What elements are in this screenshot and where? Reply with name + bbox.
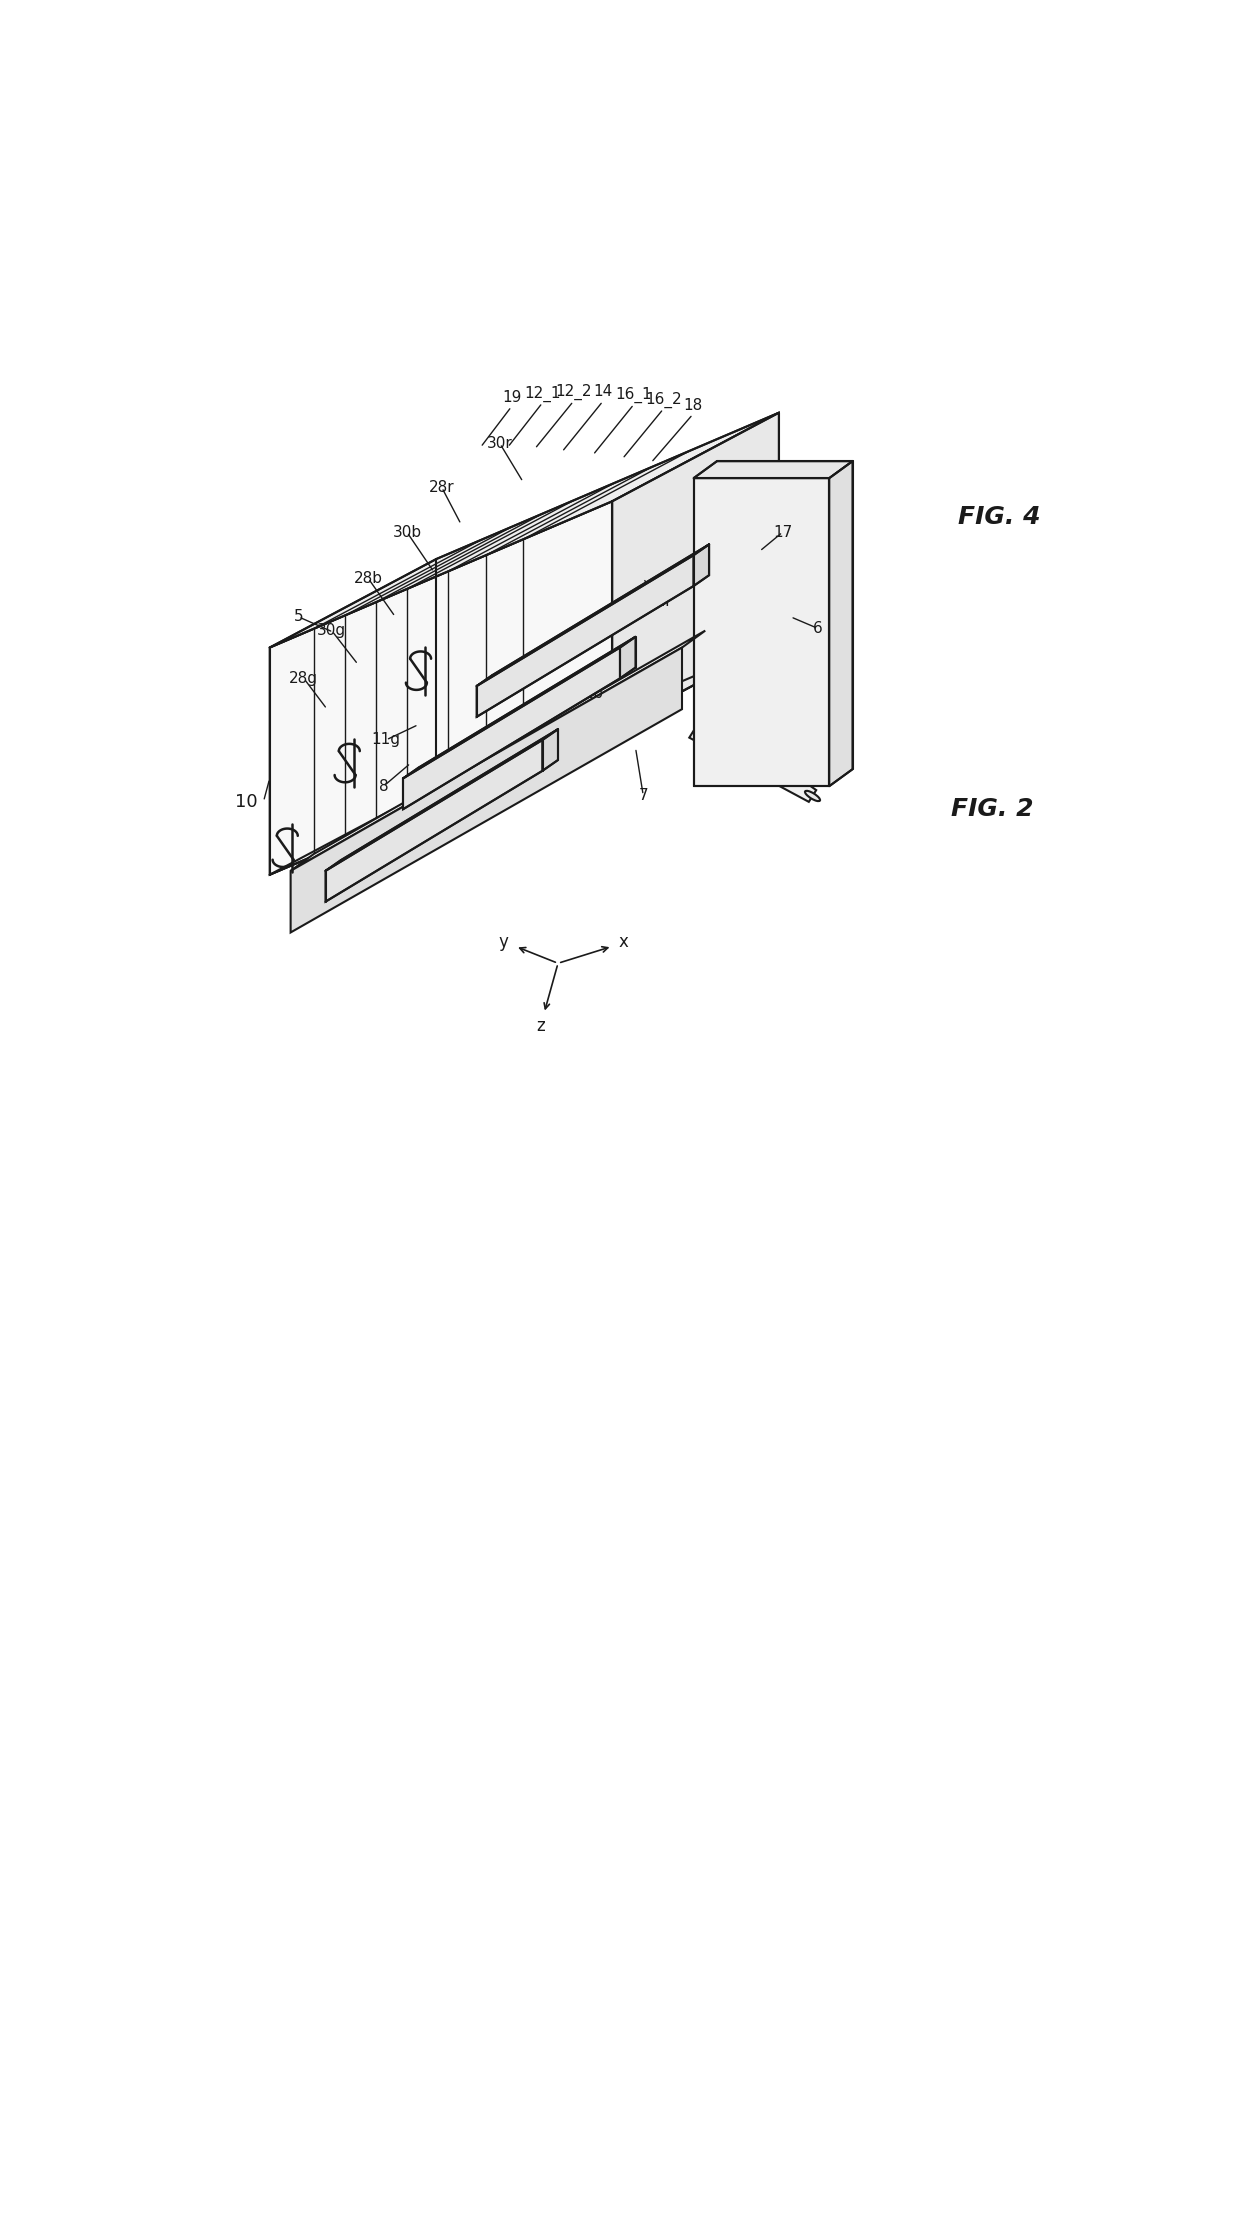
- Text: 28r: 28r: [429, 480, 455, 496]
- Polygon shape: [325, 730, 558, 871]
- Polygon shape: [270, 641, 779, 875]
- Polygon shape: [476, 556, 693, 717]
- Ellipse shape: [805, 706, 820, 717]
- Text: 7: 7: [639, 788, 649, 804]
- Text: 14: 14: [593, 384, 613, 400]
- Text: 30r: 30r: [487, 435, 513, 451]
- Polygon shape: [613, 413, 779, 728]
- Text: 16_1: 16_1: [615, 386, 652, 404]
- Text: 28b: 28b: [353, 572, 383, 585]
- Text: 16_2: 16_2: [645, 391, 682, 409]
- Text: y: y: [498, 933, 508, 951]
- Text: 8: 8: [378, 779, 388, 793]
- Ellipse shape: [805, 790, 820, 802]
- Text: 11g: 11g: [372, 732, 401, 748]
- Polygon shape: [270, 500, 613, 875]
- Text: 5: 5: [294, 610, 304, 625]
- Text: FIG. 2: FIG. 2: [951, 797, 1033, 822]
- Polygon shape: [290, 630, 706, 871]
- Polygon shape: [693, 545, 709, 585]
- Polygon shape: [693, 462, 853, 478]
- Text: 11r: 11r: [646, 594, 672, 610]
- Polygon shape: [689, 712, 816, 802]
- Ellipse shape: [805, 619, 820, 627]
- Polygon shape: [693, 478, 830, 786]
- Polygon shape: [830, 462, 853, 786]
- Polygon shape: [543, 730, 558, 770]
- Text: 10: 10: [236, 793, 258, 811]
- Polygon shape: [689, 538, 816, 630]
- Text: FIG. 4: FIG. 4: [959, 505, 1042, 529]
- Text: z: z: [537, 1018, 546, 1036]
- Text: 12_2: 12_2: [556, 384, 591, 400]
- Text: 30g: 30g: [317, 623, 346, 639]
- Text: 12_1: 12_1: [525, 386, 560, 402]
- Polygon shape: [290, 648, 682, 933]
- Text: 17: 17: [773, 525, 792, 540]
- Polygon shape: [403, 648, 620, 808]
- Text: 30b: 30b: [392, 525, 422, 540]
- Text: 11b: 11b: [574, 686, 604, 701]
- Text: x: x: [619, 933, 629, 951]
- Text: 18: 18: [683, 397, 703, 413]
- Polygon shape: [403, 636, 635, 779]
- Text: 28g: 28g: [289, 670, 319, 686]
- Polygon shape: [620, 636, 635, 679]
- Text: 6: 6: [812, 621, 822, 636]
- Polygon shape: [689, 627, 816, 717]
- Polygon shape: [476, 545, 709, 686]
- Polygon shape: [270, 413, 779, 648]
- Polygon shape: [325, 739, 543, 902]
- Text: 19: 19: [502, 391, 521, 404]
